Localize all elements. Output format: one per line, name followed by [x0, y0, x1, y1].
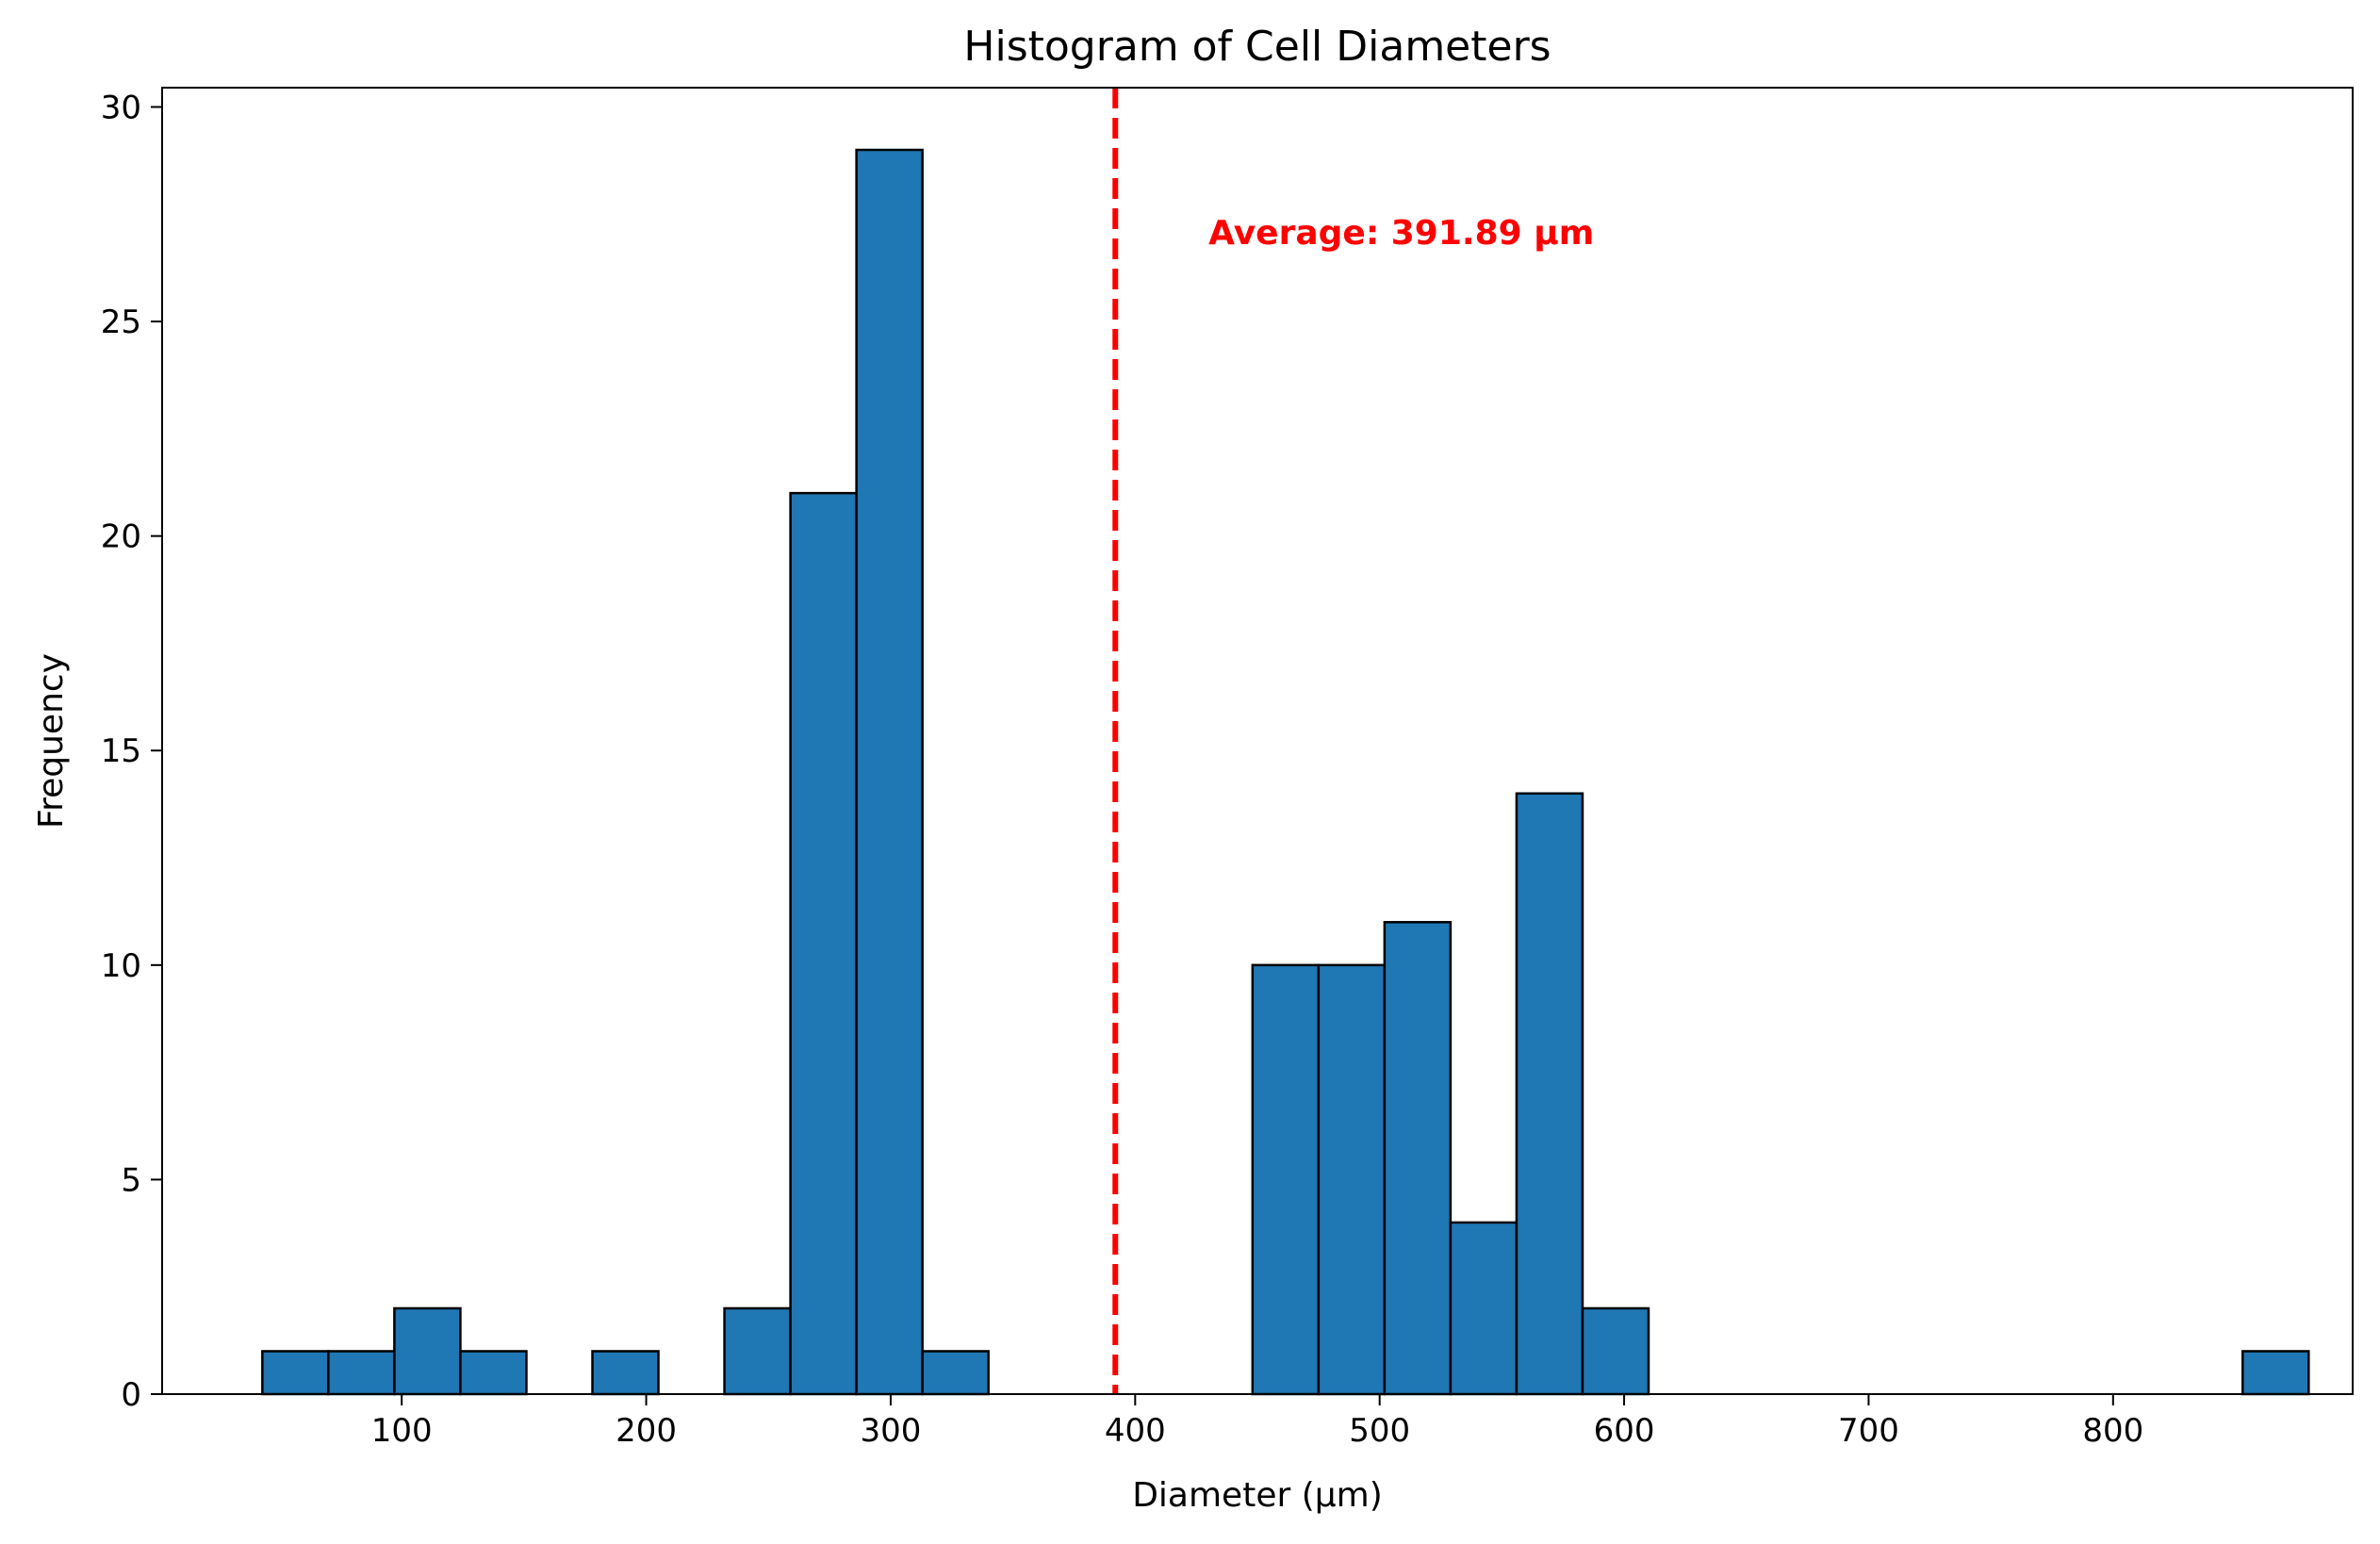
histogram-bar: [855, 148, 924, 1396]
x-tick-label: 700: [1838, 1412, 1899, 1450]
histogram-bar: [1449, 1221, 1518, 1396]
y-axis-ticks: 0 5 10 15 20 25 30: [101, 89, 162, 1414]
x-tick-label: 500: [1349, 1412, 1410, 1450]
average-line-group: Average: 391.89 µm: [1112, 88, 1594, 1394]
histogram-bar: [261, 1350, 330, 1396]
histogram-bar: [327, 1350, 396, 1396]
y-tick-label: 0: [121, 1376, 141, 1414]
x-tick-label: 300: [860, 1412, 921, 1450]
x-tick-label: 100: [371, 1412, 433, 1450]
x-tick-label: 400: [1105, 1412, 1166, 1450]
histogram-bar: [459, 1350, 528, 1396]
histogram-bar: [591, 1350, 660, 1396]
x-tick-label: 600: [1594, 1412, 1655, 1450]
x-tick-label: 800: [2082, 1412, 2143, 1450]
histogram-bar: [1251, 963, 1321, 1396]
histogram-bar: [393, 1306, 462, 1396]
histogram-bar: [723, 1306, 792, 1396]
x-axis-label: Diameter (µm): [1132, 1476, 1383, 1515]
average-annotation: Average: 391.89 µm: [1208, 214, 1594, 253]
x-tick-label: 200: [616, 1412, 677, 1450]
histogram-bars: [261, 148, 2310, 1396]
histogram-bar: [1515, 792, 1584, 1396]
y-tick-label: 30: [101, 89, 141, 126]
x-axis-ticks: 100 200 300 400 500 600 700 800: [371, 1394, 2143, 1450]
histogram-bar: [1581, 1306, 1650, 1396]
histogram-bar: [1317, 963, 1387, 1396]
chart-title: Histogram of Cell Diameters: [963, 23, 1551, 71]
y-tick-label: 15: [101, 732, 141, 770]
histogram-bar: [1383, 921, 1453, 1396]
y-axis-label: Frequency: [32, 653, 71, 829]
histogram-bar: [789, 491, 858, 1396]
y-tick-label: 5: [121, 1161, 141, 1199]
plot-frame: [161, 87, 2354, 1395]
y-tick-label: 20: [101, 518, 141, 556]
histogram-bar: [921, 1350, 990, 1396]
y-tick-label: 25: [101, 304, 141, 341]
histogram-bar: [2241, 1350, 2310, 1396]
y-tick-label: 10: [101, 947, 141, 985]
